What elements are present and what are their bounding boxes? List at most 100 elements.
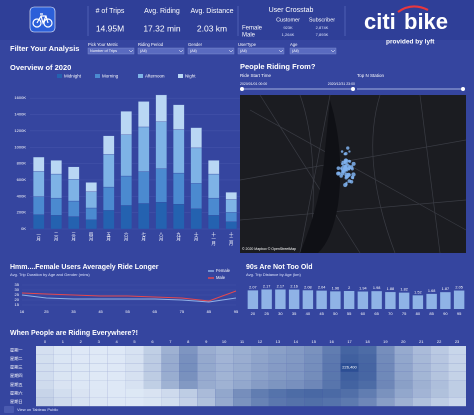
heat-cell bbox=[89, 397, 108, 407]
heat-cell bbox=[36, 380, 54, 389]
logo-arc bbox=[397, 5, 429, 13]
heat-cell bbox=[53, 354, 72, 364]
logo-bike: bike bbox=[404, 9, 448, 34]
tableau-icon[interactable] bbox=[4, 406, 14, 413]
legend-swatch bbox=[57, 74, 62, 78]
x-tick-label: 55 bbox=[125, 309, 130, 314]
value-label: 1.68 bbox=[428, 289, 435, 293]
station-dot bbox=[351, 176, 355, 180]
heat-cell bbox=[161, 397, 180, 407]
heat-cell bbox=[394, 380, 413, 389]
heat-cell bbox=[36, 371, 54, 381]
hour-label: 21 bbox=[419, 339, 424, 344]
x-tick-label: 50 bbox=[333, 311, 338, 316]
heat-cell bbox=[322, 397, 341, 407]
bar-segment bbox=[190, 208, 202, 230]
slider-handle[interactable] bbox=[351, 87, 355, 91]
bar-segment bbox=[50, 215, 63, 230]
slider-handle[interactable] bbox=[461, 87, 465, 91]
heat-cell bbox=[89, 371, 108, 381]
value-label: 1.52 bbox=[414, 290, 421, 294]
crosstab-row: Female bbox=[242, 26, 263, 32]
x-tick-label: 六月 bbox=[123, 231, 129, 243]
bar-segment bbox=[50, 160, 63, 175]
line-title: Hmm....Female Users Averagely Ride Longe… bbox=[10, 264, 159, 271]
heat-cell bbox=[340, 363, 359, 372]
line-series bbox=[21, 290, 237, 302]
bar-segment bbox=[68, 200, 80, 217]
hour-label: 19 bbox=[383, 339, 388, 344]
bar-segment bbox=[207, 197, 220, 216]
x-tick-label: 95 bbox=[457, 311, 462, 316]
heat-cell bbox=[394, 363, 413, 372]
y-tick-label: 800K bbox=[17, 161, 27, 166]
overview-title: Overview of 2020 bbox=[10, 63, 71, 72]
heat-cell bbox=[125, 363, 144, 372]
bar-subtitle: Avg. Trip Distance by Age (km) bbox=[246, 272, 302, 277]
station-dot bbox=[340, 171, 345, 176]
bar-segment bbox=[190, 127, 202, 149]
filter-dropdown[interactable] bbox=[289, 47, 337, 55]
hour-label: 18 bbox=[365, 339, 370, 344]
row-label: 星期五 bbox=[10, 382, 23, 388]
station-dot bbox=[347, 173, 351, 177]
heat-cell bbox=[412, 354, 431, 364]
y-tick-label: 200K bbox=[17, 210, 27, 215]
hour-label: 0 bbox=[44, 339, 47, 344]
heat-cell bbox=[304, 380, 323, 389]
bar-segment bbox=[120, 111, 133, 135]
heat-cell bbox=[197, 389, 216, 398]
filter-dropdown[interactable] bbox=[237, 47, 285, 55]
heat-cell bbox=[394, 346, 413, 355]
slider-handle[interactable] bbox=[240, 87, 244, 91]
bar-segment bbox=[103, 135, 115, 155]
bar-segment bbox=[103, 154, 115, 188]
heat-cell bbox=[161, 371, 180, 381]
tableau-link[interactable]: View on Tableau Public bbox=[17, 407, 58, 412]
map-attribution: © 2020 Mapbox © OpenStreetMap bbox=[242, 247, 296, 251]
filter-dropdown[interactable] bbox=[187, 47, 235, 55]
heat-cell bbox=[233, 389, 251, 398]
heat-cell bbox=[304, 346, 323, 355]
bar-segment bbox=[85, 219, 98, 230]
heat-cell bbox=[448, 397, 466, 407]
hour-label: 15 bbox=[311, 339, 316, 344]
bar-segment bbox=[225, 199, 237, 213]
heat-cell bbox=[233, 363, 251, 372]
map-water bbox=[300, 100, 341, 253]
x-tick-label: 65 bbox=[153, 309, 158, 314]
bar-title: 90s Are Not Too Old bbox=[246, 264, 313, 271]
heat-cell bbox=[304, 389, 323, 398]
row-label: 星期二 bbox=[10, 356, 23, 362]
heat-cell bbox=[215, 389, 234, 398]
bar-segment bbox=[137, 171, 150, 204]
bar-segment bbox=[225, 221, 237, 230]
heat-cell bbox=[251, 397, 269, 407]
x-tick-label: 七月 bbox=[141, 231, 147, 243]
heat-cell bbox=[358, 346, 377, 355]
heat-cell bbox=[304, 371, 323, 381]
heat-cell bbox=[71, 346, 90, 355]
heat-cell bbox=[107, 346, 126, 355]
filter-dropdown[interactable] bbox=[87, 47, 135, 55]
x-tick-label: 80 bbox=[416, 311, 421, 316]
legend-label: Female bbox=[216, 268, 231, 273]
bar-segment bbox=[103, 186, 115, 211]
heat-cell bbox=[448, 363, 466, 372]
bar-segment bbox=[68, 179, 80, 202]
filter-dropdown[interactable] bbox=[137, 47, 185, 55]
value-label: 1.87 bbox=[442, 287, 449, 291]
x-tick-label: 35 bbox=[71, 309, 76, 314]
heat-cell bbox=[36, 363, 54, 372]
x-tick-label: 八月 bbox=[158, 232, 164, 242]
value-label: 2.04 bbox=[318, 286, 325, 290]
heat-cell bbox=[53, 363, 72, 372]
filter-value: (All) bbox=[190, 49, 197, 53]
heat-cell bbox=[179, 354, 198, 364]
header-band bbox=[0, 0, 474, 40]
heat-cell bbox=[304, 363, 323, 372]
crosstab-cell: 923K bbox=[283, 25, 293, 30]
heat-cell bbox=[268, 354, 287, 364]
filter-value: (All) bbox=[140, 49, 147, 53]
heat-cell bbox=[125, 354, 144, 364]
